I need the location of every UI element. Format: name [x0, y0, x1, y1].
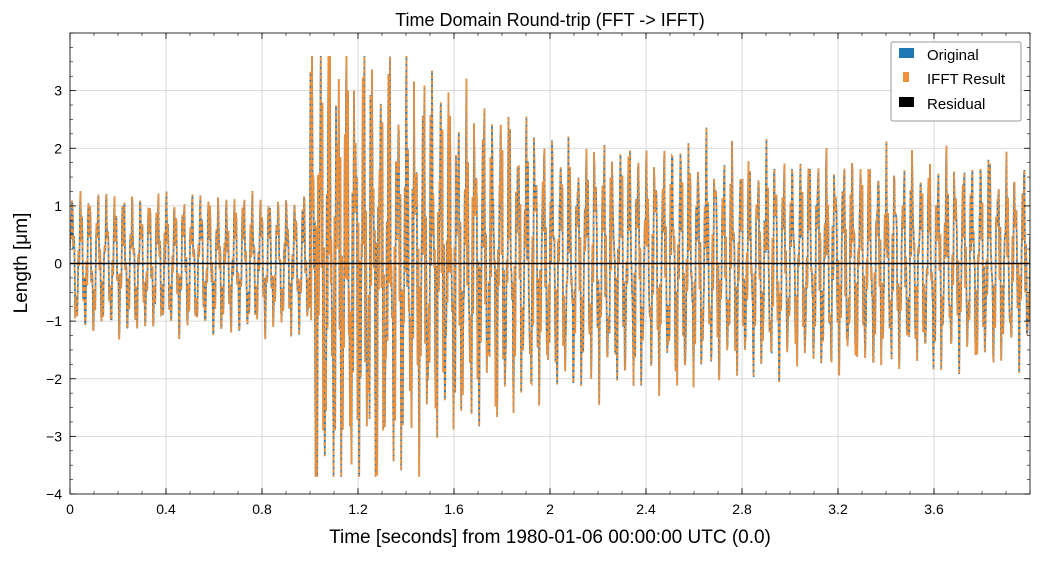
x-tick-label: 2: [546, 501, 554, 517]
legend-label-original: Original: [927, 47, 979, 64]
y-axis-label: Length [μm]: [11, 213, 32, 314]
y-tick-label: 3: [54, 83, 62, 99]
x-tick-label: 0: [66, 501, 74, 517]
x-tick-label: 1.2: [348, 501, 368, 517]
x-tick-label: 0.4: [156, 501, 176, 517]
x-tick-label: 2.8: [732, 501, 752, 517]
y-axis-ticks: −4 −3 −2 −1 0 1 2 3: [46, 32, 1030, 502]
legend-swatch-residual: [899, 97, 914, 107]
y-tick-label: −1: [46, 313, 62, 329]
x-tick-label: 1.6: [444, 501, 464, 517]
x-axis-label: Time [seconds] from 1980-01-06 00:00:00 …: [329, 527, 771, 548]
legend-label-ifft-result: IFFT Result: [927, 71, 1006, 88]
y-tick-label: −4: [46, 486, 62, 502]
legend-label-residual: Residual: [927, 96, 985, 113]
chart-title: Time Domain Round-trip (FFT -> IFFT): [395, 10, 705, 30]
y-tick-label: 0: [54, 256, 62, 272]
x-tick-label: 2.4: [636, 501, 656, 517]
plot-area: [70, 56, 1030, 477]
y-tick-label: 1: [54, 198, 62, 214]
x-tick-label: 0.8: [252, 501, 272, 517]
series-layer: [70, 56, 1030, 477]
legend-swatch-ifft-result: [903, 72, 909, 82]
series-original-line: [70, 56, 1030, 477]
x-tick-label: 3.2: [828, 501, 848, 517]
x-axis-ticks: 0 0.4 0.8 1.2 1.6 2 2.4 2.8 3.2 3.6: [66, 33, 1031, 517]
x-tick-label: 3.6: [924, 501, 944, 517]
legend: Original IFFT Result Residual: [890, 41, 1022, 122]
legend-box: [890, 41, 1022, 122]
legend-swatch-original: [899, 48, 914, 58]
y-tick-label: −2: [46, 371, 62, 387]
y-tick-label: 2: [54, 140, 62, 156]
y-tick-label: −3: [46, 428, 62, 444]
